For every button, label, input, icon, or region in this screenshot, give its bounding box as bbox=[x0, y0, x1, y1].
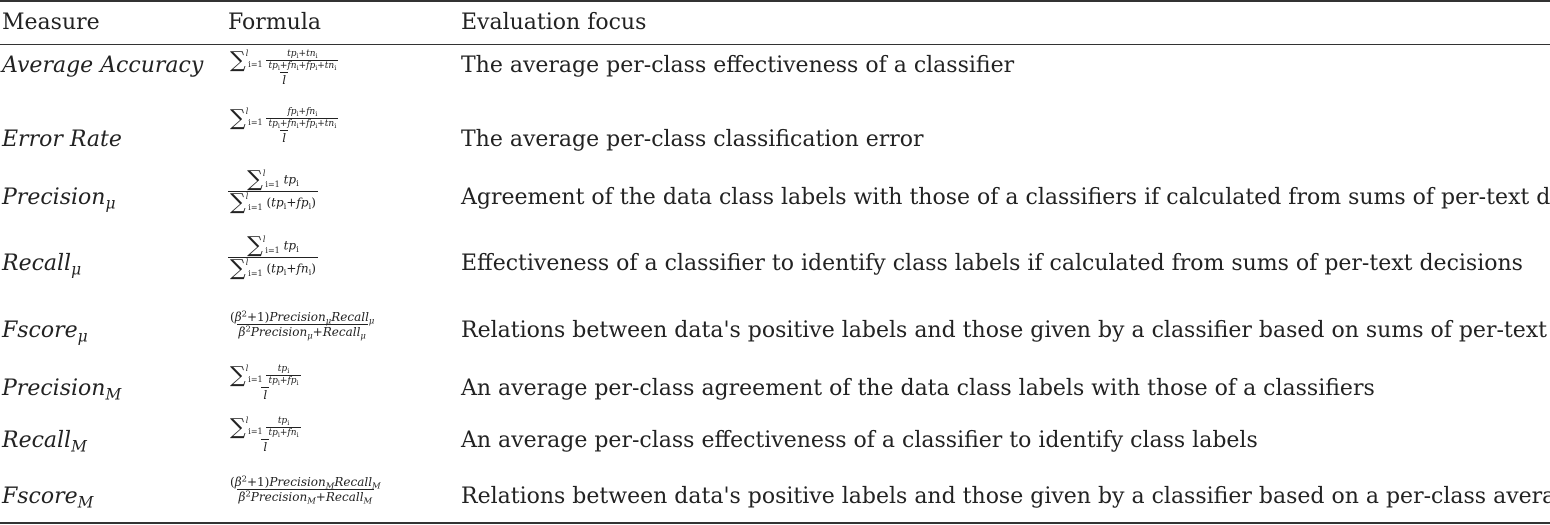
focus-text: The average per-class classification err… bbox=[461, 127, 924, 152]
formula-precision-macro: ∑li=1 tpi tpi+fpi l bbox=[230, 362, 301, 402]
header-evaluation-focus: Evaluation focus bbox=[461, 10, 647, 35]
measure-cell: FscoreM bbox=[2, 482, 93, 512]
measure-subscript: M bbox=[77, 493, 94, 512]
measure-cell: Precisionμ bbox=[2, 183, 115, 213]
header-measure: Measure bbox=[2, 10, 100, 35]
formula-average-accuracy: ∑li=1 tpi+tni tpi+fni+fpi+tni l bbox=[230, 47, 339, 87]
measure-name: Fscore bbox=[2, 318, 78, 343]
measure-name: Precision bbox=[2, 185, 106, 210]
measure-name: Recall bbox=[2, 428, 72, 453]
focus-text: Relations between data's positive labels… bbox=[461, 484, 1550, 509]
focus-text: Effectiveness of a classifier to identif… bbox=[461, 251, 1523, 276]
formula-fscore-macro: (β2+1)PrecisionMRecallM β2PrecisionM+Rec… bbox=[230, 473, 381, 506]
measure-subscript: μ bbox=[77, 327, 88, 346]
table-top-rule bbox=[0, 0, 1550, 2]
formula-recall-macro: ∑li=1 tpi tpi+fni l bbox=[230, 414, 301, 454]
measure-subscript: M bbox=[105, 385, 122, 404]
header-rule bbox=[0, 44, 1550, 45]
formula-fscore-micro: (β2+1)PrecisionμRecallμ β2Precisionμ+Rec… bbox=[230, 308, 375, 341]
measure-cell: Error Rate bbox=[2, 125, 122, 155]
header-formula: Formula bbox=[228, 10, 322, 35]
focus-text: An average per-class agreement of the da… bbox=[461, 376, 1375, 401]
formula-precision-micro: ∑li=1 tpi ∑li=1 (tpi+fpi) bbox=[228, 167, 318, 215]
measure-cell: Average Accuracy bbox=[2, 51, 203, 81]
measure-name: Precision bbox=[2, 376, 106, 401]
table-bottom-rule bbox=[0, 522, 1550, 524]
measure-name: Average Accuracy bbox=[2, 53, 204, 78]
measure-name: Fscore bbox=[2, 484, 78, 509]
focus-text: Agreement of the data class labels with … bbox=[461, 185, 1550, 210]
measure-cell: Fscoreμ bbox=[2, 316, 88, 346]
measure-name: Error Rate bbox=[2, 127, 122, 152]
focus-text: An average per-class effectiveness of a … bbox=[461, 428, 1258, 453]
measure-subscript: M bbox=[71, 437, 87, 456]
measure-cell: PrecisionM bbox=[2, 374, 121, 404]
formula-error-rate: ∑li=1 fpi+fni tpi+fni+fpi+tni l bbox=[230, 105, 339, 145]
formula-recall-micro: ∑li=1 tpi ∑li=1 (tpi+fni) bbox=[228, 233, 318, 281]
measure-cell: RecallM bbox=[2, 426, 87, 456]
focus-text: The average per-class effectiveness of a… bbox=[461, 53, 1015, 78]
measure-subscript: μ bbox=[105, 194, 116, 213]
measure-name: Recall bbox=[2, 251, 72, 276]
measure-subscript: μ bbox=[71, 260, 82, 279]
measure-cell: Recallμ bbox=[2, 249, 81, 279]
focus-text: Relations between data's positive labels… bbox=[461, 318, 1550, 343]
